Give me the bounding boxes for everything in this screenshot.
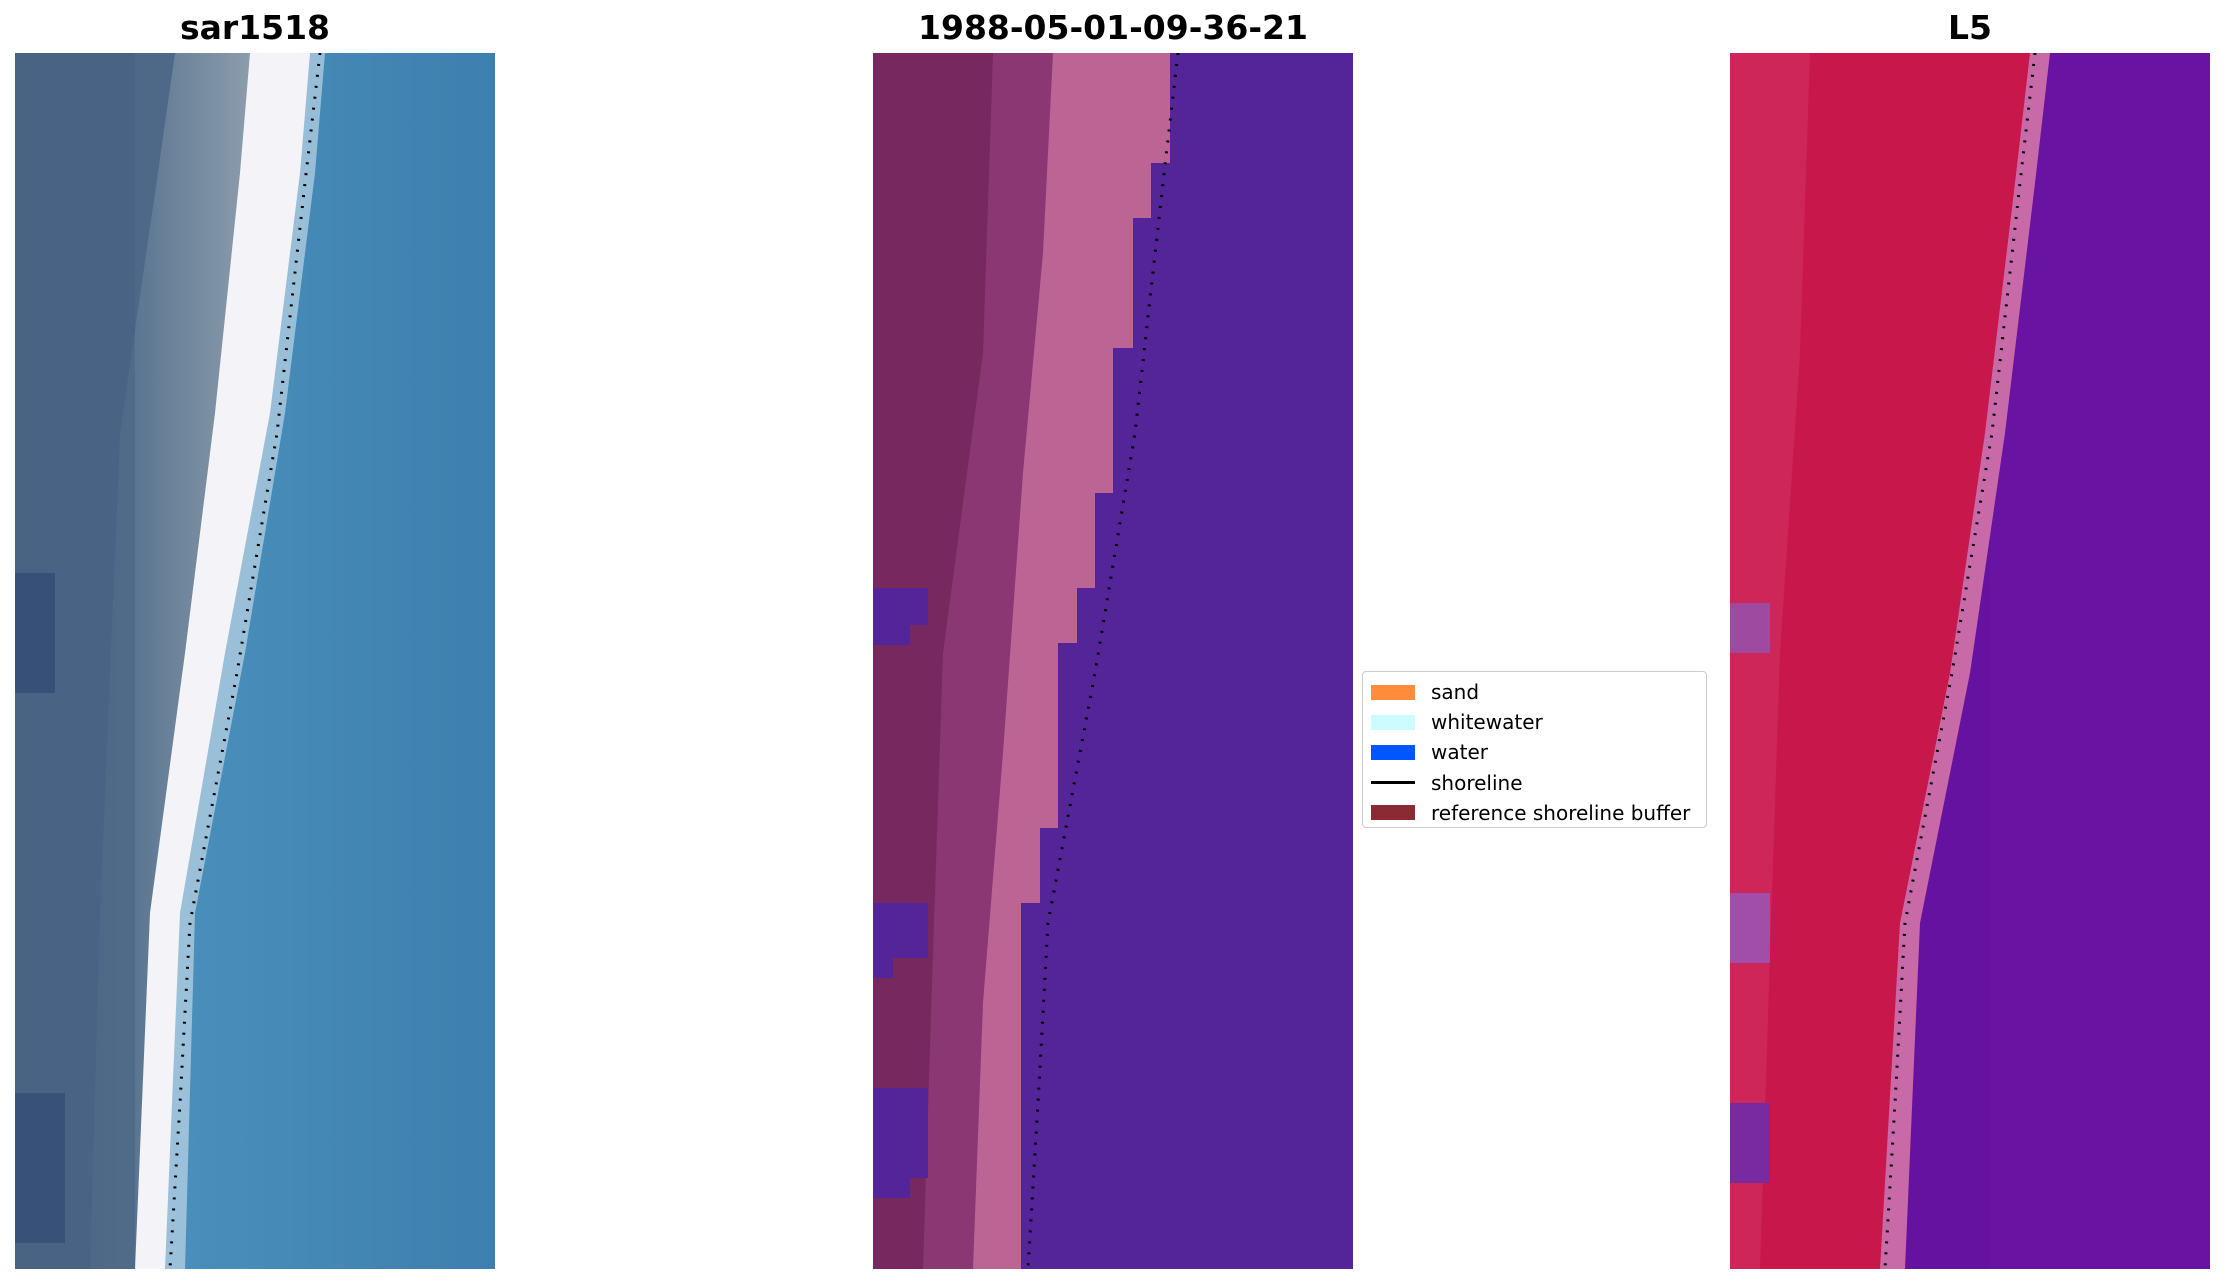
index-image-panel — [1730, 53, 2210, 1269]
legend: sand whitewater water shoreline referenc… — [1362, 671, 1707, 828]
legend-label-shoreline: shoreline — [1431, 770, 1523, 795]
legend-item-whitewater: whitewater — [1371, 707, 1698, 737]
legend-label-sand: sand — [1431, 680, 1480, 705]
classification-image-panel — [873, 53, 1353, 1269]
whitewater-swatch — [1371, 714, 1415, 730]
panel-title-index: L5 — [1948, 8, 1992, 47]
panel-title-classification: 1988-05-01-09-36-21 — [918, 8, 1308, 47]
reference-buffer-swatch — [1371, 805, 1415, 821]
legend-label-reference-shoreline-buffer: reference shoreline buffer — [1431, 800, 1691, 825]
legend-item-reference-shoreline-buffer: reference shoreline buffer — [1371, 798, 1698, 828]
legend-item-water: water — [1371, 737, 1698, 767]
legend-label-whitewater: whitewater — [1431, 710, 1543, 735]
legend-item-sand: sand — [1371, 677, 1698, 707]
sar-image-panel — [15, 53, 495, 1269]
sand-swatch — [1371, 684, 1415, 700]
panel-title-sar: sar1518 — [179, 8, 331, 47]
legend-item-shoreline: shoreline — [1371, 768, 1698, 798]
shoreline-line-swatch — [1371, 781, 1415, 785]
water-swatch — [1371, 744, 1415, 760]
legend-label-water: water — [1431, 740, 1488, 765]
